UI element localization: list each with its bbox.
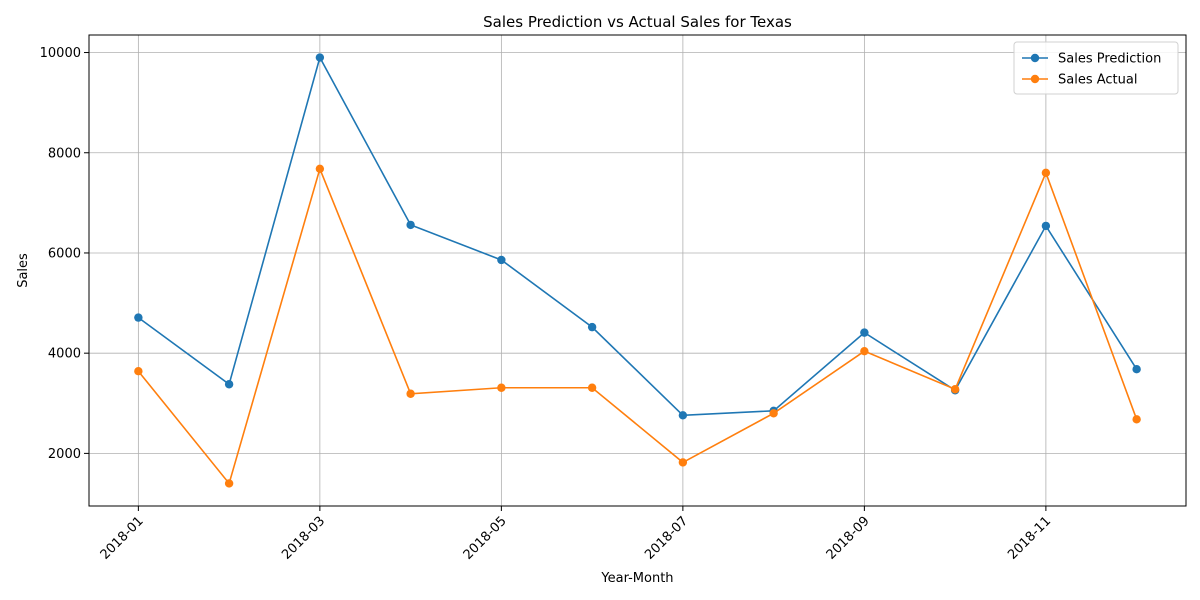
x-tick-label: 2018-07: [642, 514, 691, 563]
data-point: [315, 164, 325, 173]
data-point: [678, 458, 688, 467]
series-line: [137, 166, 1138, 486]
data-point: [678, 411, 688, 420]
series-line: [137, 55, 1138, 417]
x-tick-label: 2018-01: [98, 514, 147, 563]
y-tick-label: 10000: [40, 46, 81, 61]
data-point: [860, 328, 869, 337]
data-point: [497, 255, 506, 265]
x-tick-label: 2018-09: [824, 514, 873, 563]
legend-box: [1013, 41, 1179, 95]
x-tick-label: 2018-03: [279, 514, 328, 563]
data-point: [769, 409, 778, 418]
series-layer: [134, 53, 1141, 488]
data-point: [134, 313, 143, 322]
data-point: [587, 322, 597, 332]
data-point: [224, 479, 234, 488]
x-tick-label: 2018-05: [461, 514, 510, 563]
data-point: [860, 346, 869, 356]
data-point: [1041, 221, 1051, 231]
data-point: [1132, 415, 1141, 424]
data-point: [950, 385, 960, 394]
legend-item: Sales Prediction: [1022, 52, 1161, 67]
legend-item: Sales Actual: [1022, 73, 1137, 88]
data-point: [497, 383, 506, 392]
data-point: [224, 380, 234, 389]
legend-label: Sales Prediction: [1058, 52, 1161, 67]
y-tick-label: 2000: [48, 447, 81, 462]
data-point: [315, 53, 325, 62]
legend: Sales Prediction Sales Actual: [1013, 41, 1179, 95]
y-tick-label: 4000: [48, 347, 81, 362]
legend-label: Sales Actual: [1058, 73, 1137, 88]
data-point: [406, 389, 415, 398]
data-point: [587, 383, 597, 392]
series-prediction: [134, 53, 1141, 420]
y-tick-label: 8000: [48, 146, 81, 161]
x-tick-label: 2018-11: [1005, 514, 1054, 563]
y-tick-label: 6000: [48, 246, 81, 261]
data-point: [1132, 365, 1141, 374]
legend-marker: [1030, 74, 1040, 84]
data-point: [134, 367, 143, 376]
ticks: 2000 4000 6000 8000 10000 2018-01 2018-03 2018-…: [40, 46, 1055, 563]
y-axis-label: Sales: [16, 253, 31, 288]
chart-title: Sales Prediction vs Actual Sales for Tex…: [483, 13, 792, 31]
data-point: [406, 220, 415, 230]
plot-frame: [88, 34, 1187, 507]
grid: [89, 35, 1186, 506]
legend-marker: [1030, 53, 1040, 63]
data-point: [1041, 168, 1051, 177]
series-actual: [134, 164, 1141, 488]
x-axis-label: Year-Month: [600, 571, 673, 586]
